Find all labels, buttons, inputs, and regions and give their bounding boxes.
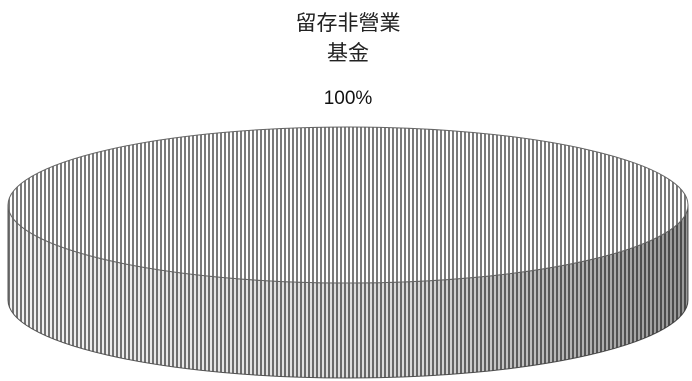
pie [7,126,689,379]
pie-slice [7,126,689,284]
category-label: 留存非營業基金 [295,11,401,65]
value-label: 100% [323,88,373,109]
pie-side-shade [8,205,688,378]
